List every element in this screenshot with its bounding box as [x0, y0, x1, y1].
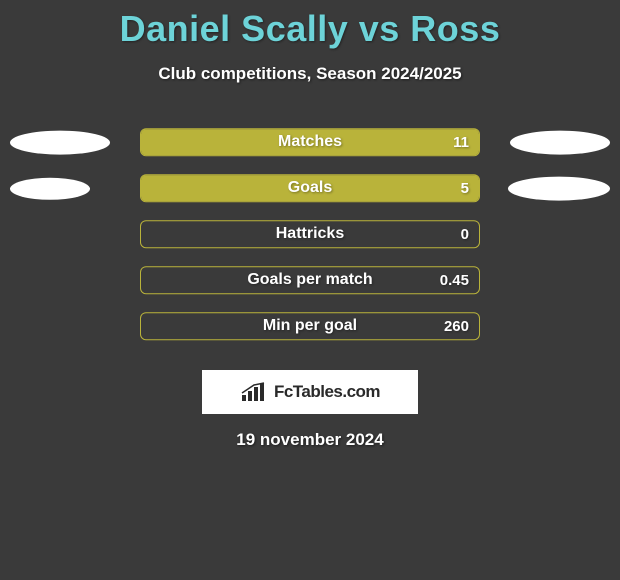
date-text: 19 november 2024 [0, 430, 620, 450]
bar-value: 11 [453, 129, 469, 155]
bar-label: Min per goal [141, 313, 479, 339]
stat-row-goals-per-match: Goals per match 0.45 [0, 260, 620, 306]
stat-row-matches: Matches 11 [0, 122, 620, 168]
bar-label: Hattricks [141, 221, 479, 247]
bar-value: 260 [444, 313, 469, 339]
bar-value: 0 [461, 221, 469, 247]
page-title: Daniel Scally vs Ross [0, 0, 620, 50]
stat-rows: Matches 11 Goals 5 Hattricks 0 Goals per… [0, 122, 620, 352]
player-right-ellipse [510, 131, 610, 155]
bar-label: Goals per match [141, 267, 479, 293]
chart-icon [240, 381, 268, 403]
bar-label: Matches [141, 129, 479, 155]
stat-row-hattricks: Hattricks 0 [0, 214, 620, 260]
logo: FcTables.com [240, 381, 380, 403]
bar-track: Hattricks 0 [140, 220, 480, 248]
player-right-ellipse [508, 177, 610, 201]
bar-value: 0.45 [440, 267, 469, 293]
logo-text: FcTables.com [274, 382, 380, 402]
bar-track: Goals 5 [140, 174, 480, 202]
bar-value: 5 [461, 175, 469, 201]
bar-track: Goals per match 0.45 [140, 266, 480, 294]
bar-track: Matches 11 [140, 128, 480, 156]
stat-row-min-per-goal: Min per goal 260 [0, 306, 620, 352]
logo-box: FcTables.com [202, 370, 418, 414]
bar-track: Min per goal 260 [140, 312, 480, 340]
player-left-ellipse [10, 178, 90, 200]
subtitle: Club competitions, Season 2024/2025 [0, 64, 620, 84]
player-left-ellipse [10, 131, 110, 155]
stat-row-goals: Goals 5 [0, 168, 620, 214]
bar-label: Goals [141, 175, 479, 201]
